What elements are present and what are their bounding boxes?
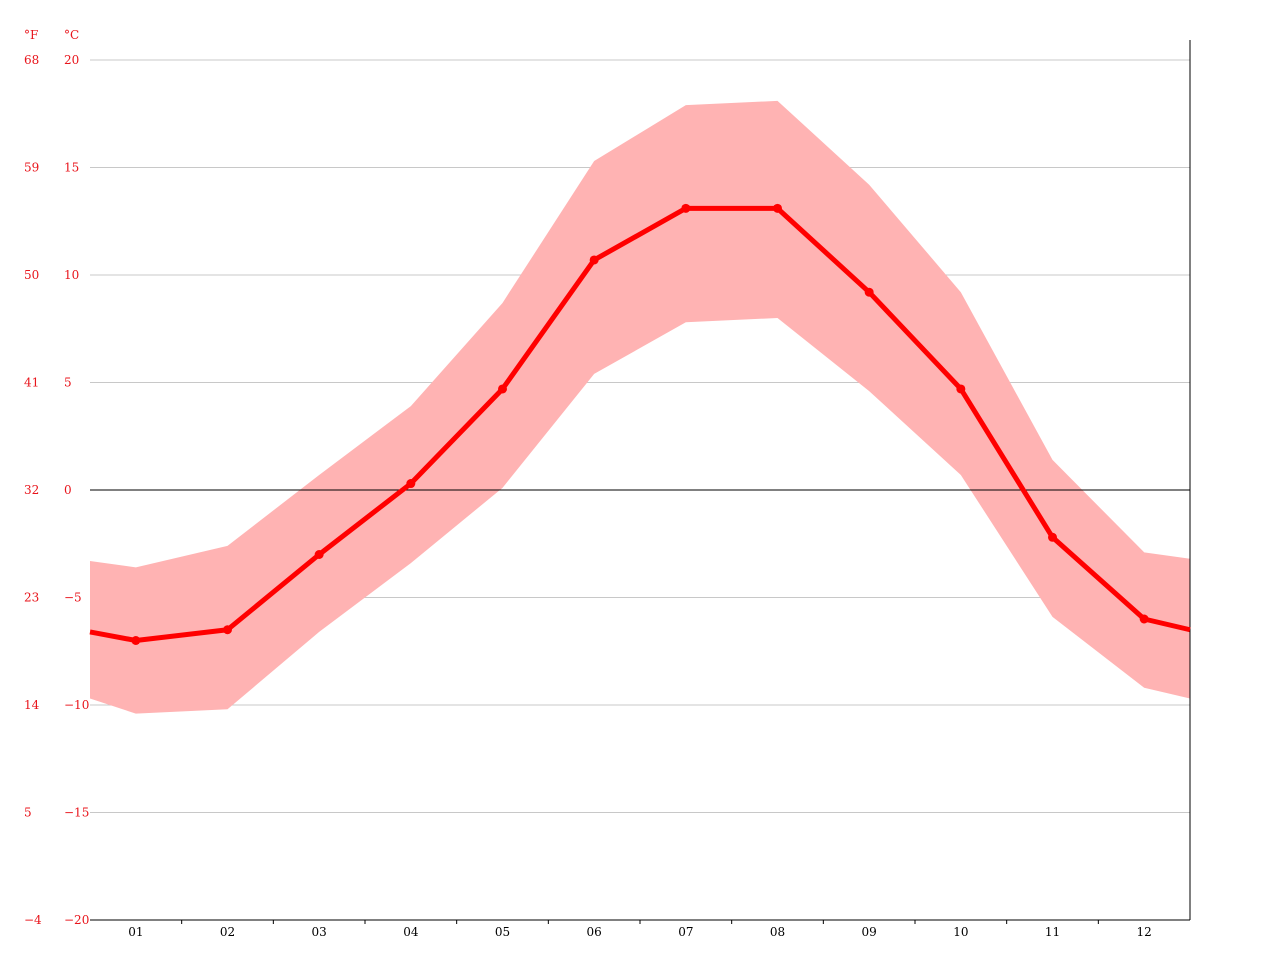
celsius-unit-label: °C — [64, 28, 79, 42]
x-tick-label: 10 — [953, 925, 968, 939]
axes — [90, 40, 1191, 924]
y-tick-label-celsius: −10 — [64, 698, 89, 712]
x-tick-label: 09 — [862, 925, 877, 939]
mean-temperature-point-04 — [406, 479, 416, 489]
mean-temperature-point-11 — [1048, 532, 1057, 542]
y-tick-label-fahrenheit: 50 — [24, 268, 39, 282]
y-tick-label-fahrenheit: 23 — [24, 591, 39, 605]
mean-temperature-point-02 — [223, 625, 232, 635]
x-tick-label: 11 — [1045, 925, 1060, 939]
y-tick-label-celsius: 5 — [64, 376, 72, 390]
fahrenheit-unit-label: °F — [24, 28, 38, 42]
x-tick-label: 02 — [220, 925, 235, 939]
y-tick-label-fahrenheit: 41 — [24, 376, 39, 390]
y-tick-label-fahrenheit: 68 — [24, 53, 39, 67]
y-tick-label-fahrenheit: −4 — [24, 913, 42, 927]
mean-temperature-point-12 — [1139, 614, 1149, 624]
x-tick-label: 05 — [495, 925, 510, 939]
mean-temperature-point-07 — [681, 203, 691, 213]
x-tick-label: 03 — [312, 925, 327, 939]
mean-temperature-point-03 — [314, 550, 324, 559]
y-tick-label-celsius: −15 — [64, 806, 89, 820]
y-tick-label-fahrenheit: 59 — [24, 161, 39, 175]
y-tick-label-celsius: −5 — [64, 591, 82, 605]
y-tick-label-fahrenheit: 5 — [24, 806, 32, 820]
x-axis-labels: 01 02 03 04 05 06 07 08 09 10 11 12 — [128, 925, 1152, 939]
y-tick-label-fahrenheit: 14 — [24, 698, 40, 712]
mean-temperature-point-01 — [131, 636, 141, 645]
x-tick-label: 07 — [678, 925, 693, 939]
y-tick-label-celsius: 20 — [64, 53, 79, 67]
mean-temperature-line — [89, 205, 1191, 643]
y-tick-label-celsius: 0 — [64, 483, 72, 497]
mean-temperature-points — [131, 203, 1149, 645]
y-tick-label-celsius: −20 — [64, 913, 89, 927]
x-tick-label: 01 — [128, 925, 143, 939]
mean-temperature-point-08 — [773, 203, 782, 213]
mean-temperature-point-09 — [864, 287, 874, 297]
mean-temperature-point-06 — [589, 255, 599, 265]
y-tick-label-fahrenheit: 32 — [24, 483, 39, 497]
y-axis-labels: °F °C 68 20 59 15 50 10 41 5 32 0 23 −5 14 −10 5 −15 −4 −… — [24, 28, 89, 927]
x-tick-label: 08 — [770, 925, 785, 939]
temperature-range-band — [90, 100, 1190, 714]
x-tick-label: 12 — [1137, 925, 1152, 939]
mean-temperature-point-05 — [498, 384, 507, 394]
y-tick-label-celsius: 15 — [64, 161, 79, 175]
x-tick-label: 04 — [403, 925, 419, 939]
y-tick-label-celsius: 10 — [64, 268, 79, 282]
mean-temperature-point-10 — [956, 384, 966, 394]
x-tick-label: 06 — [587, 925, 602, 939]
